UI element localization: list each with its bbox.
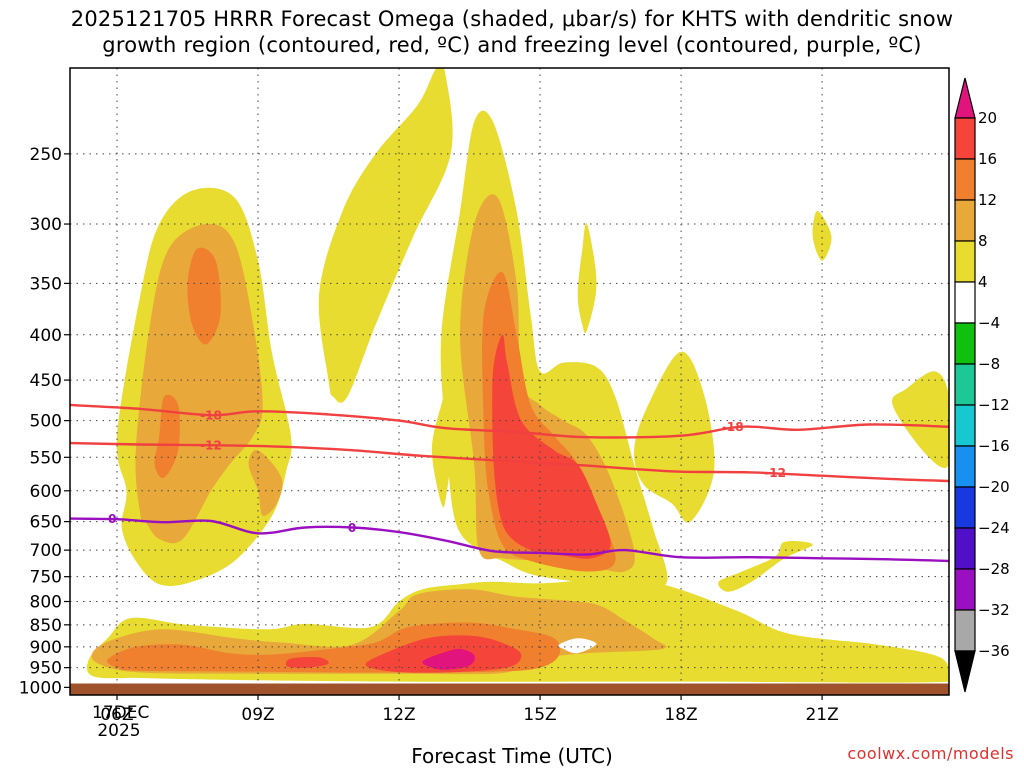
start-date: 17DEC 2025 — [92, 703, 150, 741]
colorbar-box-2 — [954, 199, 976, 242]
y-tick-label-800: 800 — [30, 593, 62, 613]
omega-region-5 — [892, 371, 949, 468]
contour-label-dgz_-18-1: -18 — [722, 420, 744, 434]
contour-label-dgz_-12-1: -12 — [764, 466, 786, 480]
colorbar-box-11 — [954, 568, 976, 611]
y-tick-label-250: 250 — [30, 145, 62, 165]
colorbar-label-2: 12 — [978, 191, 997, 209]
y-tick-label-1000: 1000 — [19, 678, 62, 698]
y-tick-label-650: 650 — [30, 513, 62, 533]
colorbar-box-6 — [954, 363, 976, 406]
y-tick-label-500: 500 — [30, 412, 62, 432]
colorbar-box-10 — [954, 527, 976, 570]
colorbar-label-13: −36 — [978, 642, 1010, 660]
omega-region-7 — [248, 449, 283, 516]
x-tick-label-21Z: 21Z — [805, 705, 838, 725]
colorbar-label-4: 4 — [978, 273, 988, 291]
colorbar-box-8 — [954, 445, 976, 488]
colorbar-box-9 — [954, 486, 976, 529]
colorbar-label-11: −28 — [978, 560, 1010, 578]
x-axis-label: Forecast Time (UTC) — [411, 744, 613, 768]
omega-region-11 — [154, 394, 180, 479]
contour-dgz_-12 — [70, 441, 949, 483]
y-tick-label-950: 950 — [30, 659, 62, 679]
colorbar-top-triangle — [954, 77, 976, 119]
contour-label-dgz_-12-0: -12 — [200, 439, 222, 453]
y-tick-label-750: 750 — [30, 568, 62, 588]
colorbar-box-4 — [954, 281, 976, 324]
y-tick-label-350: 350 — [30, 274, 62, 294]
x-tick-label-18Z: 18Z — [664, 705, 697, 725]
y-tick-label-700: 700 — [30, 541, 62, 561]
colorbar-bottom-triangle — [954, 650, 976, 693]
source-credit: coolwx.com/models — [847, 744, 1014, 763]
x-tick-label-09Z: 09Z — [241, 705, 274, 725]
omega-region-18 — [558, 638, 597, 654]
colorbar-box-7 — [954, 404, 976, 447]
colorbar-label-1: 16 — [978, 150, 997, 168]
y-tick-label-550: 550 — [30, 448, 62, 468]
colorbar-label-9: −20 — [978, 478, 1010, 496]
omega-region-14 — [492, 334, 611, 559]
colorbar: 20 16 12 8 4 −4 −8 −12 −16 −20 −24 −28 −32 −36 — [954, 77, 1010, 693]
colorbar-box-5 — [954, 322, 976, 365]
contour-dgz_-18 — [70, 403, 949, 439]
y-tick-label-450: 450 — [30, 371, 62, 391]
axes: 2503003504004505005506006507007508008509… — [19, 67, 950, 725]
contour-label-freezing_0-1: 0 — [348, 521, 356, 535]
ground-fill — [70, 683, 949, 695]
contour-freezing_0 — [70, 517, 949, 563]
omega-region-10 — [187, 247, 221, 345]
x-tick-label-06Z: 06Z — [100, 705, 133, 725]
contour-label-dgz_-18-0: -18 — [200, 409, 222, 423]
start-date-day: 17DEC — [92, 703, 150, 723]
plot-frame — [69, 67, 950, 696]
y-tick-label-400: 400 — [30, 326, 62, 346]
colorbar-box-12 — [954, 609, 976, 652]
temperature-contours: -18 -18 -12 -12 0 0 — [70, 403, 949, 563]
chart-title: 2025121705 HRRR Forecast Omega (shaded, … — [0, 6, 1024, 58]
grid-lines — [70, 68, 949, 695]
y-tick-label-300: 300 — [30, 215, 62, 235]
ground-layer — [70, 683, 949, 695]
colorbar-label-7: −12 — [978, 396, 1010, 414]
colorbar-label-3: 8 — [978, 232, 988, 250]
colorbar-label-10: −24 — [978, 519, 1010, 537]
y-tick-label-850: 850 — [30, 616, 62, 636]
colorbar-box-0 — [954, 117, 976, 160]
omega-region-2 — [318, 68, 453, 403]
colorbar-label-0: 20 — [978, 109, 997, 127]
colorbar-box-1 — [954, 158, 976, 201]
chart-title-line-2: growth region (contoured, red, ºC) and f… — [102, 33, 922, 57]
chart-title-line-1: 2025121705 HRRR Forecast Omega (shaded, … — [70, 7, 954, 31]
y-tick-label-600: 600 — [30, 482, 62, 502]
x-tick-label-15Z: 15Z — [523, 705, 556, 725]
omega-region-19 — [431, 393, 451, 508]
start-date-year: 2025 — [97, 721, 141, 741]
omega-region-16 — [285, 657, 329, 669]
omega-region-20 — [577, 222, 597, 334]
colorbar-box-3 — [954, 240, 976, 283]
colorbar-label-8: −16 — [978, 437, 1010, 455]
omega-region-22 — [812, 211, 832, 261]
y-tick-label-900: 900 — [30, 638, 62, 658]
x-tick-label-12Z: 12Z — [382, 705, 415, 725]
omega-region-4 — [718, 540, 813, 592]
colorbar-label-12: −32 — [978, 601, 1010, 619]
colorbar-label-6: −8 — [978, 355, 1000, 373]
omega-shading — [87, 68, 949, 683]
contour-label-freezing_0-0: 0 — [108, 512, 116, 526]
omega-region-17 — [422, 648, 475, 670]
colorbar-label-5: −4 — [978, 314, 1000, 332]
